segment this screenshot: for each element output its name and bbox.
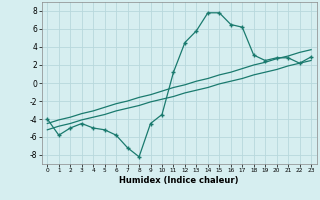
- X-axis label: Humidex (Indice chaleur): Humidex (Indice chaleur): [119, 176, 239, 185]
